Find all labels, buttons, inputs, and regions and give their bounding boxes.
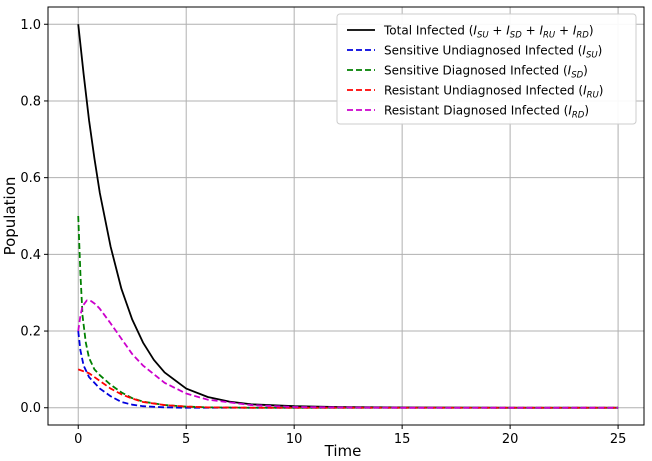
y-tick-label: 0.0 xyxy=(20,401,41,416)
y-tick-label: 0.6 xyxy=(20,171,41,186)
y-tick-label: 0.4 xyxy=(20,248,41,263)
legend-entry: Total Infected (ISU + ISD + IRU + IRD) xyxy=(383,24,594,41)
x-tick-label: 20 xyxy=(502,432,519,447)
legend-entry: Resistant Undiagnosed Infected (IRU) xyxy=(384,84,603,101)
x-tick-label: 25 xyxy=(610,432,627,447)
y-tick-label: 0.8 xyxy=(20,94,41,109)
legend: Total Infected (ISU + ISD + IRU + IRD) Se… xyxy=(336,13,637,125)
series-lines xyxy=(77,24,619,409)
y-axis-label: Population xyxy=(1,177,19,256)
x-tick-label: 15 xyxy=(394,432,411,447)
y-tick-label: 0.2 xyxy=(20,325,41,340)
series-line-2 xyxy=(77,215,619,409)
series-line-1 xyxy=(77,330,619,409)
legend-entry: Sensitive Undiagnosed Infected (ISU) xyxy=(384,44,602,61)
legend-box xyxy=(336,13,637,125)
x-tick-label: 5 xyxy=(182,432,190,447)
legend-entry: Sensitive Diagnosed Infected (ISD) xyxy=(384,64,588,81)
legend-entry: Resistant Diagnosed Infected (IRD) xyxy=(384,104,589,121)
plot-frame xyxy=(47,6,645,426)
x-axis-label: Time xyxy=(324,442,362,460)
ticks: 0 5 10 15 20 25 0.0 0.2 0.4 0.6 0.8 1.0 xyxy=(20,18,626,447)
series-line-4 xyxy=(77,299,619,409)
x-tick-label: 0 xyxy=(74,432,82,447)
series-line-3 xyxy=(77,368,619,409)
x-tick-label: 10 xyxy=(286,432,303,447)
y-tick-label: 1.0 xyxy=(20,18,41,33)
